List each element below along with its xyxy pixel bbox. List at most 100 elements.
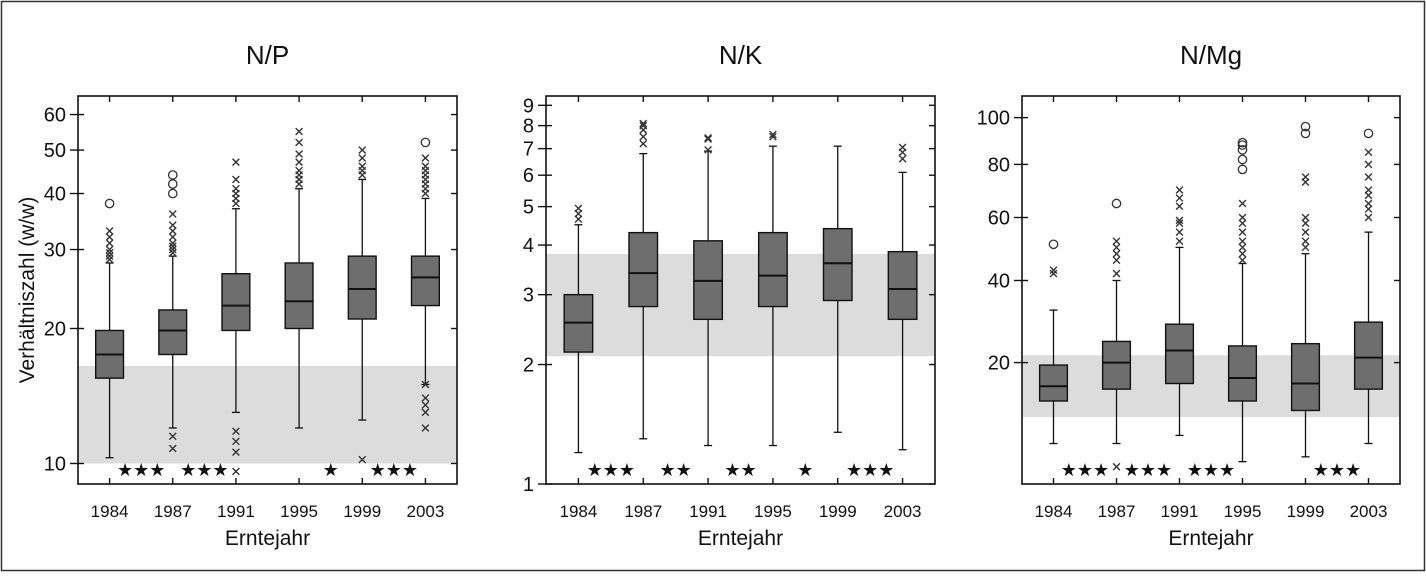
outlier-cross bbox=[1238, 243, 1247, 252]
outlier-cross bbox=[358, 162, 367, 171]
x-tick-label: 1991 bbox=[689, 502, 727, 521]
outlier-circle bbox=[1237, 154, 1248, 165]
outlier-cross bbox=[1238, 199, 1247, 208]
outlier-cross bbox=[1175, 237, 1184, 246]
box bbox=[1101, 340, 1132, 390]
outlier-cross bbox=[769, 132, 777, 141]
panel-1: N/P 10 20 30 40 50 60 1984 1987 1991 1995 1999 2003 E… bbox=[44, 40, 458, 550]
outlier-cross bbox=[1364, 186, 1373, 194]
box bbox=[1038, 364, 1069, 402]
outlier-cross bbox=[1175, 216, 1184, 225]
outlier-cross bbox=[358, 146, 367, 154]
outlier-cross bbox=[1238, 256, 1247, 265]
significance-stars: ★★★ bbox=[180, 460, 228, 480]
outlier-cross bbox=[1112, 256, 1121, 265]
outlier-cross bbox=[168, 248, 177, 257]
outlier-circle bbox=[1300, 128, 1311, 139]
outlier-cross bbox=[574, 204, 583, 213]
outlier-circle bbox=[420, 137, 431, 148]
outlier-cross bbox=[232, 427, 240, 436]
outlier-cross bbox=[1175, 219, 1184, 228]
outlier-cross bbox=[1301, 213, 1310, 222]
y-tick-label: 40 bbox=[988, 270, 1010, 292]
outlier-cross bbox=[168, 233, 177, 241]
y-tick-label: 9 bbox=[523, 95, 534, 117]
y-tick-label: 40 bbox=[44, 184, 66, 206]
outlier-cross bbox=[1301, 228, 1310, 237]
y-tick-label: 10 bbox=[44, 453, 66, 475]
x-tick-label: 2003 bbox=[884, 502, 922, 521]
outlier-cross bbox=[1175, 194, 1184, 202]
outlier-cross bbox=[1049, 266, 1058, 275]
outlier-cross bbox=[1238, 237, 1247, 246]
outlier-cross bbox=[421, 424, 430, 432]
outlier-cross bbox=[639, 119, 648, 128]
y-axis-label: Verhältniszahl (w/w) bbox=[16, 197, 39, 384]
outlier-cross bbox=[295, 150, 303, 158]
y-tick-label: 100 bbox=[977, 108, 1010, 130]
outlier-cross bbox=[168, 210, 177, 218]
y-tick-label: 3 bbox=[523, 285, 534, 307]
y-tick-label: 20 bbox=[988, 353, 1010, 375]
outlier-cross bbox=[421, 394, 430, 402]
outlier-cross bbox=[1301, 219, 1310, 228]
outlier-cross bbox=[704, 135, 712, 143]
significance-stars: ★★ bbox=[660, 460, 692, 480]
outlier-cross bbox=[421, 401, 430, 409]
outlier-cross bbox=[1301, 243, 1310, 252]
box bbox=[757, 231, 788, 308]
outlier-cross bbox=[898, 154, 907, 163]
outlier-cross bbox=[1112, 462, 1121, 471]
outlier-cross bbox=[1112, 269, 1121, 278]
box bbox=[1353, 321, 1384, 390]
outlier-cross bbox=[168, 239, 177, 248]
significance-stars: ★★★ bbox=[1187, 460, 1235, 480]
x-tick-label: 1984 bbox=[560, 502, 598, 521]
outlier-cross bbox=[1175, 202, 1184, 211]
outlier-cross bbox=[105, 239, 114, 248]
panel-title: N/P bbox=[246, 40, 289, 70]
outlier-cross bbox=[105, 233, 114, 241]
outlier-cross bbox=[168, 242, 177, 251]
x-axis-label: Erntejahr bbox=[1168, 527, 1253, 550]
outlier-cross bbox=[1301, 237, 1310, 246]
y-tick-label: 5 bbox=[523, 197, 534, 219]
y-tick-label: 50 bbox=[44, 140, 66, 162]
x-axis-label: Erntejahr bbox=[225, 527, 310, 550]
y-tick-label: 7 bbox=[523, 139, 534, 161]
y-tick-label: 2 bbox=[523, 355, 534, 377]
outlier-cross bbox=[105, 248, 114, 257]
outlier-cross bbox=[168, 221, 177, 230]
outlier-cross bbox=[168, 245, 177, 254]
outlier-cross bbox=[1238, 249, 1247, 258]
box bbox=[284, 262, 314, 330]
outlier-cross bbox=[168, 432, 177, 441]
box bbox=[628, 231, 659, 308]
y-tick-label: 80 bbox=[988, 154, 1010, 176]
outlier-cross bbox=[105, 227, 114, 235]
outlier-cross bbox=[1238, 213, 1247, 222]
x-tick-label: 1987 bbox=[1098, 502, 1136, 521]
outlier-cross bbox=[1364, 173, 1373, 181]
box bbox=[158, 309, 188, 356]
panel-2: N/K 1 2 3 4 5 6 789 1984 1987 1991 1995 1999 2003 Ernt… bbox=[523, 40, 936, 550]
significance-stars: ★★★ bbox=[1313, 460, 1361, 480]
outlier-circle bbox=[167, 170, 178, 180]
y-tick-label: 30 bbox=[44, 240, 66, 262]
significance-stars: ★ bbox=[323, 460, 339, 480]
outlier-circle bbox=[1363, 128, 1374, 139]
x-tick-label: 1991 bbox=[217, 502, 255, 521]
outlier-cross bbox=[1364, 205, 1373, 213]
panel-title: N/K bbox=[719, 40, 763, 70]
y-tick-label: 4 bbox=[523, 235, 534, 257]
box bbox=[1290, 342, 1321, 412]
outlier-cross bbox=[232, 467, 240, 476]
box bbox=[221, 272, 251, 332]
box bbox=[1164, 323, 1195, 385]
outlier-cross bbox=[295, 166, 303, 175]
outlier-cross bbox=[105, 255, 114, 264]
plot-frame bbox=[1021, 95, 1401, 485]
y-tick-label: 6 bbox=[523, 165, 534, 187]
significance-stars: ★★★ bbox=[1124, 460, 1172, 480]
outlier-circle bbox=[167, 188, 178, 199]
